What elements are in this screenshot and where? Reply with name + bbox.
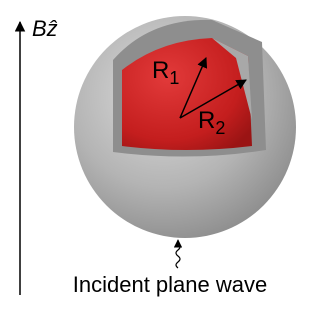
page: Bẑ R1 R2 Incident plane wave (() => { co… xyxy=(0,0,327,305)
field-label: Bẑ xyxy=(32,16,58,41)
caption: Incident plane wave xyxy=(73,272,267,297)
wave-arrow xyxy=(176,240,180,268)
diagram: Bẑ R1 R2 Incident plane wave xyxy=(0,0,327,305)
